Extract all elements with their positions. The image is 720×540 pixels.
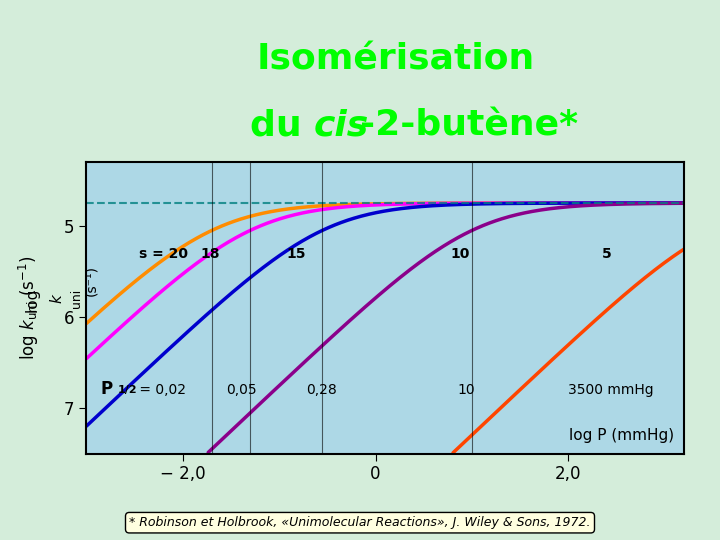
Text: 5: 5 [602, 247, 612, 261]
Text: log $k_\mathrm{uni}$ (s$^{-1}$): log $k_\mathrm{uni}$ (s$^{-1}$) [17, 256, 41, 360]
Text: du: du [250, 109, 314, 143]
Text: Isomérisation: Isomérisation [257, 43, 535, 77]
Text: = 0,02: = 0,02 [135, 383, 186, 397]
Text: 10: 10 [457, 383, 475, 397]
Text: -2-butène*: -2-butène* [361, 109, 579, 143]
Text: 0,05: 0,05 [226, 383, 257, 397]
Text: $k$: $k$ [50, 293, 66, 305]
Text: 0,28: 0,28 [306, 383, 337, 397]
Text: log P (mmHg): log P (mmHg) [570, 428, 675, 443]
Text: 15: 15 [287, 247, 307, 261]
Text: * Robinson et Holbrook, «Unimolecular Reactions», J. Wiley & Sons, 1972.: * Robinson et Holbrook, «Unimolecular Re… [130, 516, 590, 529]
Text: P: P [101, 380, 113, 399]
Text: s = 20: s = 20 [140, 247, 189, 261]
Text: log: log [26, 285, 41, 313]
Text: 10: 10 [451, 247, 470, 261]
Text: uni: uni [71, 289, 84, 308]
Text: (s⁻¹): (s⁻¹) [84, 265, 98, 296]
Text: 3500 mmHg: 3500 mmHg [568, 383, 654, 397]
Text: 1/2: 1/2 [117, 384, 137, 395]
Text: cis: cis [314, 109, 369, 143]
Text: 18: 18 [200, 247, 220, 261]
